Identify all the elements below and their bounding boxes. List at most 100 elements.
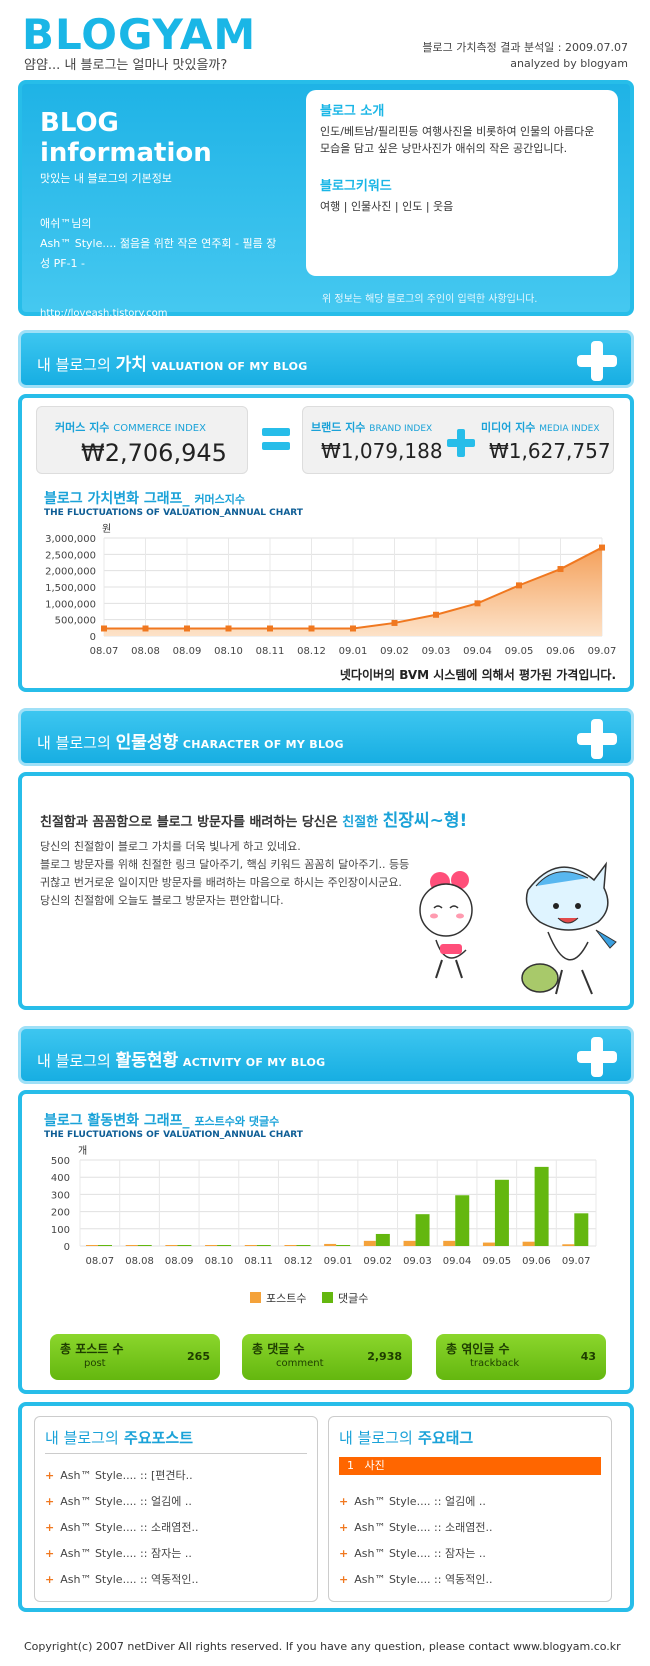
blog-url[interactable]: http://loveash.tistory.com	[40, 308, 168, 319]
legend-comments-label: 댓글수	[338, 1292, 368, 1305]
x-tick-label: 09.01	[324, 1256, 353, 1267]
info-subtitle: 맛있는 내 블로그의 기본정보	[40, 172, 172, 185]
chart-title-small: 커머스지수	[194, 493, 246, 506]
tag-item[interactable]: Ash™ Style.... :: 얼김에 ..	[339, 1493, 486, 1509]
headline-highlight: 친절한	[342, 815, 379, 830]
tag-item[interactable]: Ash™ Style.... :: 역동적인..	[339, 1571, 492, 1587]
main-tags-title: 내 블로그의 주요태그	[339, 1427, 473, 1448]
total-comments-en: comment	[276, 1358, 324, 1369]
tag-item[interactable]: Ash™ Style.... :: 잠자는 ..	[339, 1545, 486, 1561]
expand-plus-icon[interactable]	[575, 717, 619, 761]
posts-tags-panel: 내 블로그의 주요포스트 Ash™ Style.... :: [편견타.. As…	[18, 1402, 634, 1612]
comments-bar	[494, 1179, 509, 1246]
post-item[interactable]: Ash™ Style.... :: 소래염전..	[45, 1519, 198, 1535]
x-tick-label: 08.07	[90, 646, 119, 657]
y-tick-label: 3,000,000	[45, 534, 96, 545]
total-posts-card: 총 포스트 수 post 265	[50, 1334, 220, 1380]
total-posts-value: 265	[187, 1350, 210, 1363]
comments-bar	[415, 1214, 430, 1246]
bar-en: VALUATION OF MY BLOG	[151, 360, 308, 373]
post-item[interactable]: Ash™ Style.... :: [편견타..	[45, 1467, 192, 1483]
headline-text: 친절함과 꼼꼼함으로 블로그 방문자를 배려하는 당신은	[40, 815, 338, 830]
posts-bar	[562, 1244, 575, 1246]
posts-bar	[205, 1245, 218, 1246]
top-tag[interactable]: 1 사진	[339, 1457, 601, 1475]
brand-value: ₩1,079,188	[321, 439, 443, 463]
bar-prefix: 내 블로그의	[37, 734, 111, 752]
x-tick-label: 08.11	[244, 1256, 273, 1267]
info-card: 블로그 소개 인도/베트남/필리핀등 여행사진을 비롯하여 인물의 아름다운 모…	[306, 90, 618, 276]
total-trackbacks-en: trackback	[470, 1358, 520, 1369]
chart-title-main: 블로그 활동변화 그래프_	[44, 1113, 190, 1129]
comments-bar	[98, 1245, 112, 1246]
comments-bar	[217, 1245, 232, 1246]
x-tick-label: 09.01	[339, 646, 368, 657]
analyzed-by: analyzed by blogyam	[510, 57, 628, 70]
bar-en: ACTIVITY OF MY BLOG	[182, 1056, 326, 1069]
data-point	[225, 625, 232, 632]
body-line: 블로그 방문자를 위해 친절한 링크 달아주기, 핵심 키워드 꼼꼼히 달아주기…	[40, 858, 410, 871]
x-tick-label: 08.11	[256, 646, 285, 657]
comments-bar	[296, 1245, 311, 1246]
total-comments-card: 총 댓글 수 comment 2,938	[242, 1334, 412, 1380]
x-tick-label: 09.03	[422, 646, 451, 657]
total-trackbacks-card: 총 엮인글 수 trackback 43	[436, 1334, 606, 1380]
x-tick-label: 08.12	[284, 1256, 313, 1267]
x-tick-label: 08.08	[125, 1256, 154, 1267]
y-unit-label: 개	[78, 1145, 87, 1157]
data-point	[267, 625, 273, 632]
owner-block: 애쉬™님의 Ash™ Style.... 젊음을 위한 작은 연주회 - 필름 …	[40, 214, 280, 274]
data-point	[308, 625, 315, 632]
measure-info: 블로그 가치측정 결과 분석일 : 2009.07.07 analyzed by…	[422, 40, 628, 72]
comments-bar	[375, 1233, 390, 1246]
x-tick-label: 08.07	[86, 1256, 115, 1267]
commerce-label-ko: 커머스 지수	[55, 421, 110, 434]
title-bold: 주요태그	[418, 1429, 474, 1447]
logo[interactable]: BLOGYAM	[22, 10, 257, 59]
posts-bar	[284, 1245, 297, 1246]
activity-chart: 개 500 400 300 200 100 0 08.07 08.08 08.09 08.10 08.…	[51, 1145, 597, 1305]
keyword-title: 블로그키워드	[320, 179, 392, 194]
posts-bar	[244, 1245, 257, 1246]
posts-bar	[482, 1242, 495, 1246]
boy-character-icon	[521, 861, 617, 995]
x-tick-label: 09.06	[546, 646, 575, 657]
valuation-bar-title: 내 블로그의 가치 VALUATION OF MY BLOG	[37, 350, 308, 375]
posts-bar	[363, 1240, 376, 1246]
measure-date: 블로그 가치측정 결과 분석일 : 2009.07.07	[422, 41, 628, 54]
data-point	[350, 625, 356, 632]
girl-character-icon	[419, 871, 473, 979]
body-line: 당신의 친절함이 블로그 가치를 더욱 빛나게 하고 있네요.	[40, 840, 301, 853]
commerce-value: ₩2,706,945	[81, 439, 227, 467]
data-point	[391, 619, 398, 626]
total-trackbacks-label: 총 엮인글 수	[446, 1342, 510, 1356]
body-line: 귀찮고 번거로운 일이지만 방문자를 배려하는 마음으로 하시는 주인장이시군요…	[40, 876, 402, 889]
brand-label-ko: 브랜드 지수	[311, 421, 366, 434]
posts-bar	[165, 1245, 178, 1246]
activity-chart-sub: THE FLUCTUATIONS OF VALUATION_ANNUAL CHA…	[44, 1130, 303, 1140]
commerce-index-area	[104, 547, 602, 636]
info-note: 위 정보는 해당 블로그의 주인이 입력한 사항입니다.	[322, 294, 538, 305]
posts-bar	[125, 1245, 138, 1246]
x-tick-label: 09.06	[522, 1256, 551, 1267]
expand-plus-icon[interactable]	[575, 339, 619, 383]
tag-item[interactable]: Ash™ Style.... :: 소래염전..	[339, 1519, 492, 1535]
main-posts-box: 내 블로그의 주요포스트 Ash™ Style.... :: [편견타.. As…	[34, 1416, 318, 1602]
activity-panel: 블로그 활동변화 그래프_ 포스트수와 댓글수 THE FLUCTUATIONS…	[18, 1090, 634, 1394]
total-trackbacks-value: 43	[580, 1350, 596, 1363]
valuation-chart-sub: THE FLUCTUATIONS OF VALUATION_ANNUAL CHA…	[44, 508, 303, 518]
y-tick-label: 500	[51, 1156, 70, 1167]
post-item[interactable]: Ash™ Style.... :: 잠자는 ..	[45, 1545, 192, 1561]
post-item[interactable]: Ash™ Style.... :: 역동적인..	[45, 1571, 198, 1587]
posts-bar	[522, 1241, 535, 1246]
commerce-index-box: 커머스 지수 COMMERCE INDEX ₩2,706,945	[36, 406, 248, 474]
posts-bar	[86, 1245, 98, 1246]
blog-name: Ash™ Style.... 젊음을 위한 작은 연주회 - 필름 장성 PF-…	[40, 237, 277, 270]
y-tick-label: 1,000,000	[45, 599, 96, 610]
x-tick-label: 08.12	[297, 646, 326, 657]
media-label: 미디어 지수 MEDIA INDEX	[481, 419, 600, 435]
post-item[interactable]: Ash™ Style.... :: 얼김에 ..	[45, 1493, 192, 1509]
character-illustration	[419, 861, 617, 995]
expand-plus-icon[interactable]	[575, 1035, 619, 1079]
posts-bar	[403, 1240, 416, 1246]
